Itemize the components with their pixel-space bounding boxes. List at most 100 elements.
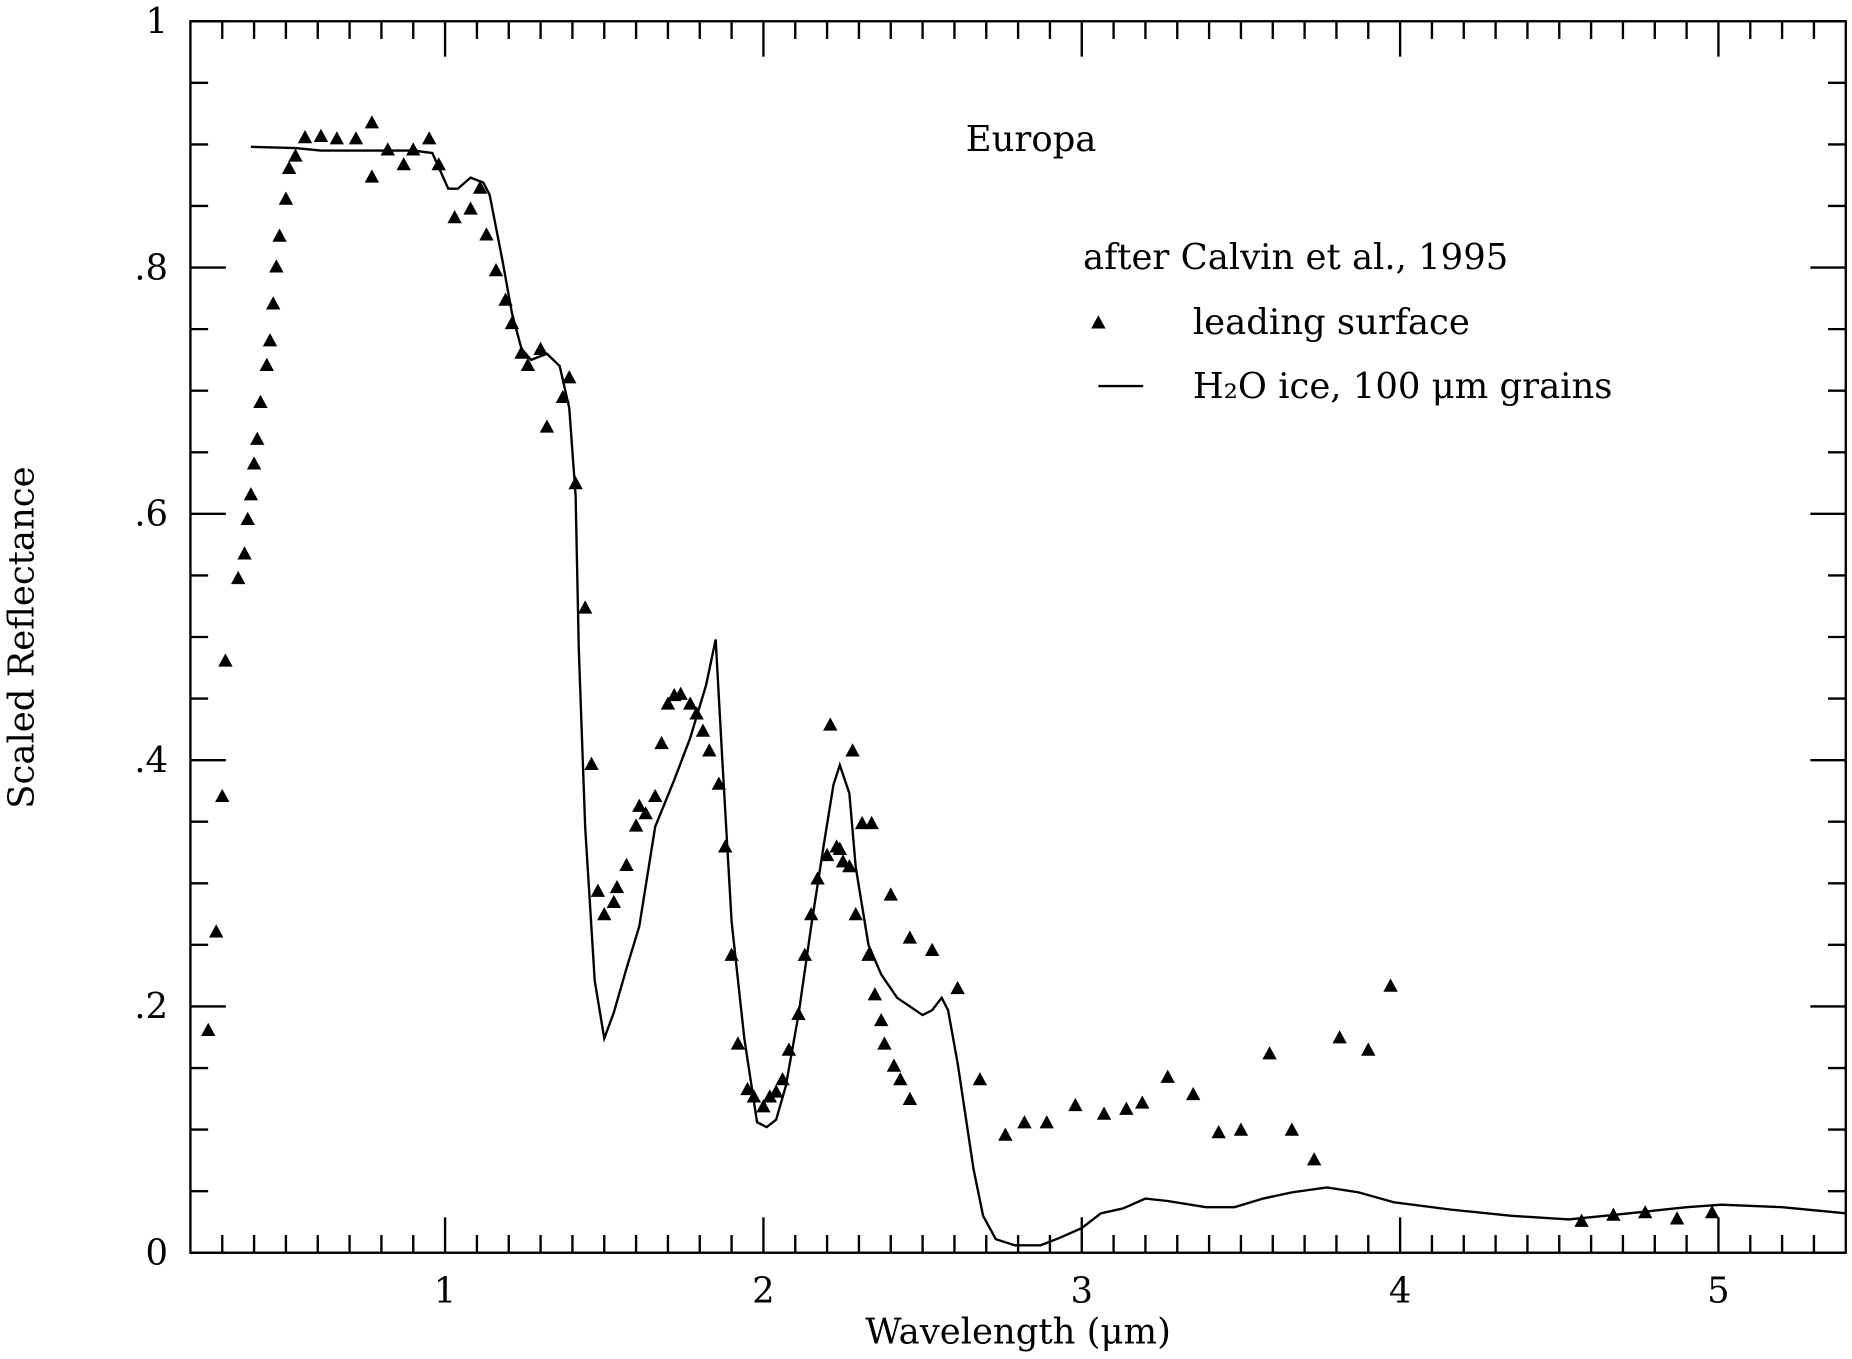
data-point — [406, 142, 421, 156]
data-point — [893, 1072, 908, 1086]
data-point — [1332, 1030, 1347, 1044]
data-point — [845, 743, 860, 757]
legend-title: after Calvin et al., 1995 — [1083, 237, 1508, 278]
data-point — [463, 201, 478, 215]
data-point — [883, 887, 898, 901]
data-point — [539, 419, 555, 433]
legend-marker — [1091, 315, 1106, 329]
data-point — [431, 157, 446, 171]
x-axis-label: Wavelength (μm) — [865, 1312, 1171, 1353]
data-point — [902, 1091, 918, 1105]
plot-frame — [189, 20, 1847, 1254]
data-point — [619, 857, 634, 872]
data-point — [854, 815, 870, 830]
data-point — [768, 1084, 784, 1098]
data-point — [797, 947, 812, 961]
data-point — [364, 115, 380, 129]
data-point — [683, 696, 698, 710]
data-point — [702, 743, 717, 757]
annotation: Europa — [966, 119, 1097, 160]
data-point — [861, 947, 876, 961]
data-point — [756, 1099, 771, 1113]
data-point — [1284, 1122, 1300, 1136]
data-point — [1119, 1101, 1134, 1115]
data-point — [396, 157, 411, 171]
data-point — [201, 1022, 216, 1037]
data-point — [278, 191, 294, 205]
data-point — [835, 854, 851, 868]
data-point — [1068, 1097, 1083, 1112]
data-point — [1185, 1086, 1201, 1101]
data-point — [1096, 1106, 1112, 1120]
data-point — [1383, 978, 1398, 992]
data-point — [711, 776, 727, 790]
data-point — [243, 487, 259, 501]
y-tick-label: .6 — [134, 494, 168, 535]
data-point — [281, 160, 297, 174]
data-point — [972, 1072, 988, 1086]
data-point — [472, 180, 488, 194]
data-point — [259, 357, 275, 372]
data-point — [718, 839, 733, 853]
data-point — [313, 128, 329, 142]
data-point — [660, 696, 676, 710]
data-point — [514, 345, 529, 359]
data-line — [250, 145, 1846, 1247]
x-tick-label: 1 — [434, 1270, 457, 1311]
data-point — [215, 788, 230, 803]
y-tick-label: 0 — [145, 1233, 168, 1274]
y-tick-label: .2 — [134, 986, 168, 1027]
data-point — [1704, 1205, 1720, 1219]
data-point — [240, 511, 255, 525]
data-point — [628, 818, 644, 832]
data-point — [1233, 1122, 1249, 1136]
y-tick-label: 1 — [145, 1, 168, 42]
x-tick-label: 5 — [1707, 1270, 1730, 1311]
data-point — [237, 546, 252, 560]
x-tick-label: 4 — [1389, 1270, 1412, 1311]
data-point — [823, 717, 838, 731]
data-point — [447, 210, 462, 224]
data-point — [730, 1036, 746, 1050]
data-point — [924, 942, 940, 956]
legend-label: H₂O ice, 100 μm grains — [1193, 366, 1613, 407]
data-point — [609, 879, 625, 894]
data-point — [867, 987, 883, 1001]
data-point — [874, 1012, 889, 1027]
data-point — [848, 907, 863, 921]
data-point — [1135, 1095, 1150, 1109]
y-tick-label: .8 — [134, 247, 168, 288]
data-point — [1262, 1046, 1277, 1060]
data-point — [230, 570, 246, 585]
data-point — [584, 756, 599, 771]
data-point — [950, 980, 965, 995]
data-point — [272, 228, 287, 242]
data-point — [577, 600, 593, 614]
data-point — [740, 1081, 755, 1096]
data-point — [562, 370, 577, 384]
data-point — [246, 456, 262, 470]
data-point — [1574, 1213, 1589, 1227]
y-axis-label: Scaled Reflectance — [1, 466, 42, 808]
data-point — [265, 296, 281, 310]
data-point — [348, 131, 364, 145]
data-point — [504, 315, 520, 330]
data-point — [520, 357, 536, 372]
data-point — [1361, 1042, 1376, 1056]
data-point — [877, 1036, 892, 1050]
data-point — [250, 431, 265, 445]
data-point — [533, 341, 548, 356]
data-point — [297, 129, 313, 144]
data-point — [638, 806, 653, 820]
data-point — [288, 148, 303, 162]
data-point — [590, 883, 606, 897]
data-point — [329, 131, 345, 145]
data-point — [647, 788, 663, 803]
y-tick-label: .4 — [134, 740, 168, 781]
data-point — [421, 131, 437, 145]
data-point — [632, 798, 647, 812]
data-point — [1211, 1125, 1226, 1139]
data-point — [819, 847, 835, 862]
data-point — [654, 735, 669, 750]
